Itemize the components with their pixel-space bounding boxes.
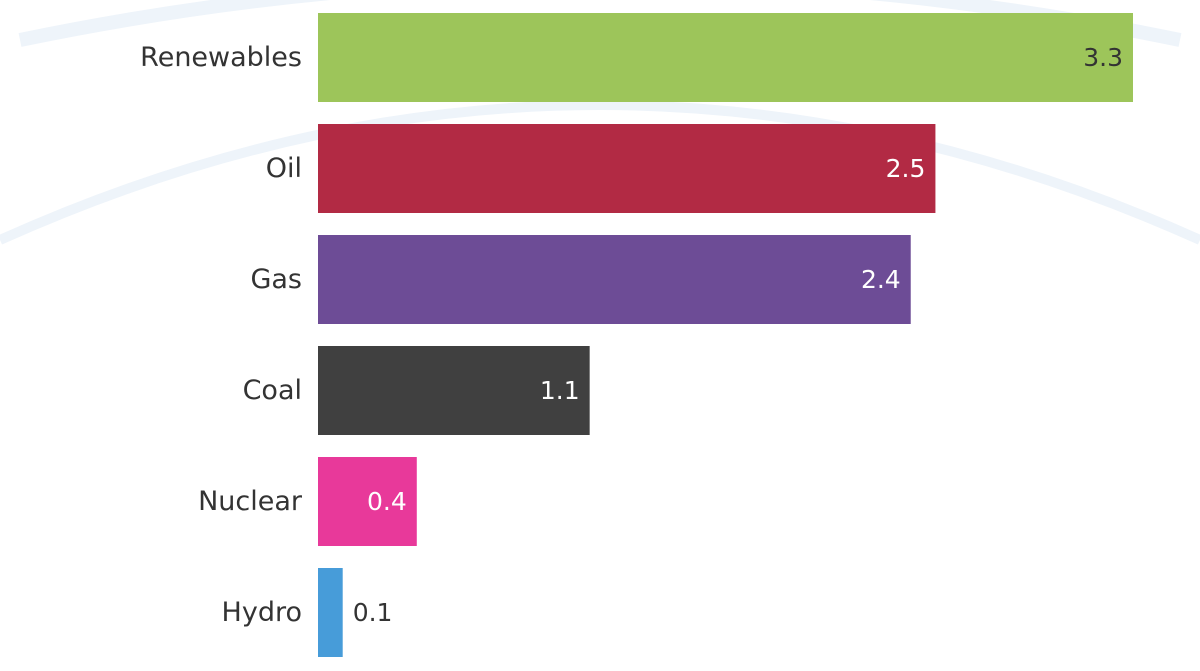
value-label-coal: 1.1 (540, 376, 580, 405)
bar-renewables (318, 13, 1133, 102)
value-label-gas: 2.4 (861, 265, 901, 294)
bar-coal (318, 346, 590, 435)
category-label-oil: Oil (266, 153, 302, 184)
category-label-hydro: Hydro (222, 597, 302, 628)
category-label-gas: Gas (250, 264, 302, 295)
value-labels-group: 3.3 2.5 2.4 1.1 0.4 0.1 (353, 43, 1123, 627)
value-label-nuclear: 0.4 (367, 487, 407, 516)
bar-nuclear (318, 457, 417, 546)
background-arc-inner (0, 100, 1200, 245)
category-label-nuclear: Nuclear (198, 486, 303, 517)
category-labels-group: Renewables Oil Gas Coal Nuclear Hydro (140, 42, 303, 628)
category-label-coal: Coal (243, 375, 302, 406)
bar-hydro (318, 568, 343, 657)
background-arc-outer (18, 0, 1182, 47)
value-label-oil: 2.5 (886, 154, 926, 183)
category-label-renewables: Renewables (140, 42, 302, 73)
bars-group (318, 13, 1133, 657)
bar-gas (318, 235, 911, 324)
value-label-renewables: 3.3 (1083, 43, 1123, 72)
bar-oil (318, 124, 936, 213)
value-label-hydro: 0.1 (353, 598, 393, 627)
background-arcs (0, 0, 1200, 245)
